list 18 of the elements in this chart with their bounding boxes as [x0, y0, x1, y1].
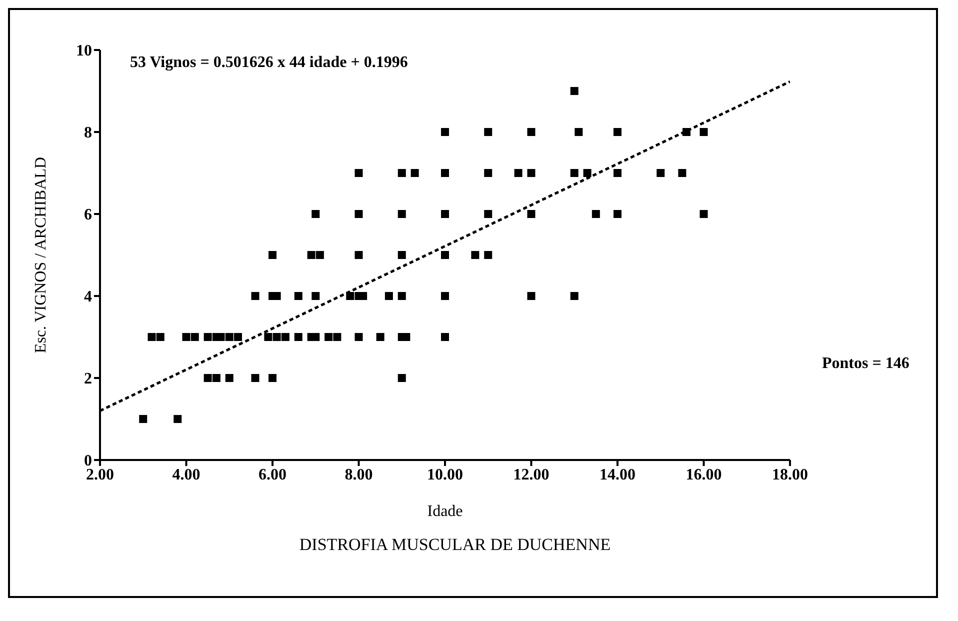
- y-axis-title: Esc. VIGNOS / ARCHIBALD: [32, 156, 50, 354]
- y-tick-label: 6: [84, 206, 92, 224]
- x-tick-label: 4.00: [172, 466, 200, 484]
- text: Pontos = 146: [822, 355, 910, 373]
- x-tick-label: 14.00: [600, 466, 636, 484]
- y-tick-label: 10: [76, 42, 92, 60]
- x-tick-label: 6.00: [258, 466, 286, 484]
- y-tick-label: 4: [84, 288, 92, 306]
- x-tick-label: 10.00: [427, 466, 463, 484]
- y-tick-label: 2: [84, 370, 92, 388]
- x-axis-title: Idade: [427, 503, 463, 520]
- x-tick-label: 18.00: [772, 466, 808, 484]
- annotation: 53 Vignos = 0.501626 x 44 idade + 0.1996: [130, 54, 408, 72]
- text: DISTROFIA MUSCULAR DE DUCHENNE: [298, 535, 612, 555]
- x-tick-label: 8.00: [344, 466, 373, 484]
- y-tick-label: 8: [84, 124, 92, 142]
- x-tick-label: 16.00: [686, 466, 722, 484]
- x-tick-label: 12.00: [513, 466, 550, 484]
